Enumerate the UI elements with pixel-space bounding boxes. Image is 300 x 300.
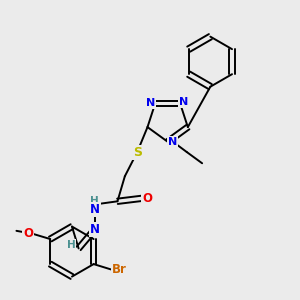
Text: O: O	[23, 227, 33, 240]
Text: N: N	[168, 137, 178, 147]
Text: Br: Br	[112, 263, 127, 277]
Text: N: N	[90, 203, 100, 216]
Text: N: N	[179, 97, 188, 107]
Text: O: O	[142, 192, 152, 205]
Text: N: N	[90, 203, 100, 216]
Text: N: N	[146, 98, 155, 108]
Text: H: H	[90, 196, 99, 206]
Text: H: H	[90, 198, 99, 208]
Text: N: N	[90, 223, 100, 236]
Text: H: H	[67, 240, 76, 250]
Text: S: S	[133, 146, 142, 159]
